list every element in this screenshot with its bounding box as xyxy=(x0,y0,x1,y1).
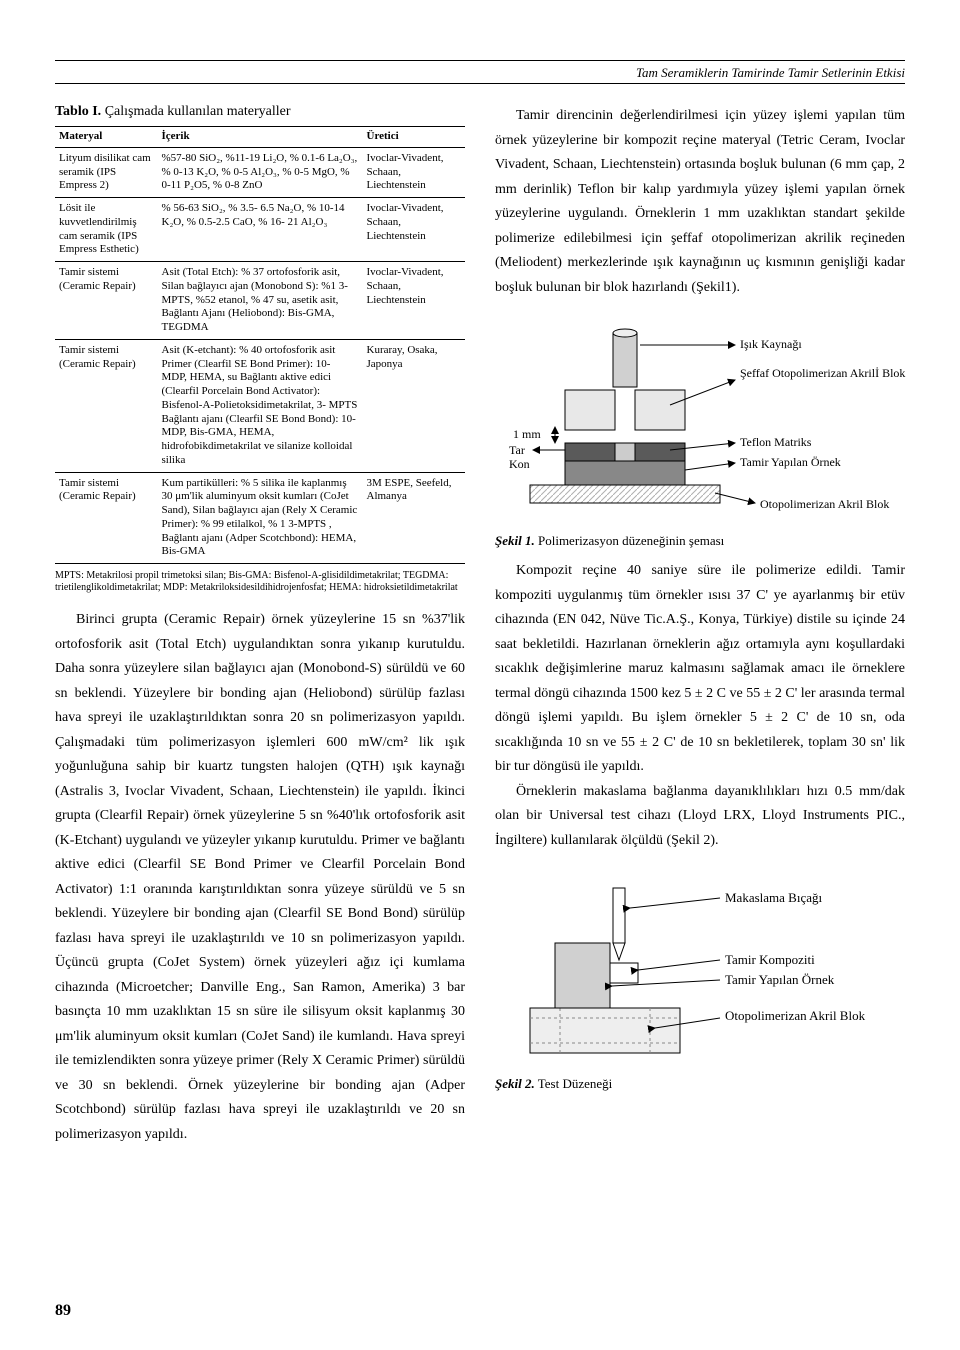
right-column: Tamir direncinin değerlendirilmesi için … xyxy=(495,104,905,1147)
running-title: Tam Seramiklerin Tamirinde Tamir Setleri… xyxy=(55,65,905,81)
materials-table: Materyal İçerik Üretici Lityum disilikat… xyxy=(55,126,465,564)
table-row: Lityum disilikat cam seramik (IPS Empres… xyxy=(55,147,465,197)
fig2-caption-text: Test Düzeneği xyxy=(535,1076,613,1091)
table-cell: Asit (K-etchant): % 40 ortofosforik asit… xyxy=(158,339,363,472)
table-caption: Tablo I. Çalışmada kullanılan materyalle… xyxy=(55,104,465,120)
fig1-label-teflon: Teflon Matriks xyxy=(740,435,811,450)
right-paragraph-2: Kompozit reçine 40 saniye süre ile polim… xyxy=(495,559,905,780)
table-cell: 3M ESPE, Seefeld, Almanya xyxy=(363,472,466,564)
fig2-label-kompozit: Tamir Kompoziti xyxy=(725,952,815,968)
table-cell: Tamir sistemi (Ceramic Repair) xyxy=(55,472,158,564)
fig2-label-ornek: Tamir Yapılan Örnek xyxy=(725,972,834,988)
table-cell: %57-80 SiO₂, %11-19 Li₂O, % 0.1-6 La₂O₃,… xyxy=(158,147,363,197)
fig1-label-isik: Işık Kaynağı xyxy=(740,337,802,352)
left-body-text: Birinci grupta (Ceramic Repair) örnek yü… xyxy=(55,608,465,1147)
left-paragraph: Birinci grupta (Ceramic Repair) örnek yü… xyxy=(55,608,465,1147)
fig1-label-1mm: 1 mm xyxy=(513,427,541,442)
table-cell: Asit (Total Etch): % 37 ortofosforik asi… xyxy=(158,262,363,340)
table-caption-text: Çalışmada kullanılan materyaller xyxy=(101,104,290,119)
right-paragraph-1: Tamir direncinin değerlendirilmesi için … xyxy=(495,104,905,300)
fig1-label-kon: Kon xyxy=(509,457,530,472)
table-cell: Tamir sistemi (Ceramic Repair) xyxy=(55,339,158,472)
table-cell: Lösit ile kuvvetlendirilmiş cam seramik … xyxy=(55,198,158,262)
table-cell: Kum partikülleri: % 5 silika ile kaplanm… xyxy=(158,472,363,564)
header-rule-top xyxy=(55,60,905,61)
fig1-label-seffaf: Şeffaf Otopolimerizan Akrilİ Blok xyxy=(740,367,905,380)
fig1-caption-label: Şekil 1. xyxy=(495,533,535,548)
table-row: Lösit ile kuvvetlendirilmiş cam seramik … xyxy=(55,198,465,262)
col-header-producer: Üretici xyxy=(363,127,466,148)
fig1-label-akril: Otopolimerizan Akril Blok xyxy=(760,497,889,512)
col-header-material: Materyal xyxy=(55,127,158,148)
table-cell: Ivoclar-Vivadent, Schaan, Liechtenstein xyxy=(363,262,466,340)
table-cell: Tamir sistemi (Ceramic Repair) xyxy=(55,262,158,340)
table-cell: Ivoclar-Vivadent, Schaan, Liechtenstein xyxy=(363,147,466,197)
right-body-1: Tamir direncinin değerlendirilmesi için … xyxy=(495,104,905,300)
table-cell: Lityum disilikat cam seramik (IPS Empres… xyxy=(55,147,158,197)
table-row: Tamir sistemi (Ceramic Repair)Asit (Tota… xyxy=(55,262,465,340)
header-rule-bottom xyxy=(55,83,905,84)
figure-2-caption: Şekil 2. Test Düzeneği xyxy=(495,1076,905,1092)
page-number: 89 xyxy=(55,1302,71,1320)
table-cell: % 56-63 SiO₂, % 3.5- 6.5 Na₂O, % 10-14 K… xyxy=(158,198,363,262)
left-column: Tablo I. Çalışmada kullanılan materyalle… xyxy=(55,104,465,1147)
right-body-2: Kompozit reçine 40 saniye süre ile polim… xyxy=(495,559,905,853)
table-cell: Ivoclar-Vivadent, Schaan, Liechtenstein xyxy=(363,198,466,262)
fig2-caption-label: Şekil 2. xyxy=(495,1076,535,1091)
two-column-layout: Tablo I. Çalışmada kullanılan materyalle… xyxy=(55,104,905,1147)
fig2-label-akril: Otopolimerizan Akril Blok xyxy=(725,1008,865,1024)
right-paragraph-3: Örneklerin makaslama bağlanma dayanıklıl… xyxy=(495,780,905,854)
fig2-label-bicak: Makaslama Bıçağı xyxy=(725,890,822,906)
figure-1-caption: Şekil 1. Polimerizasyon düzeneğinin şema… xyxy=(495,533,905,549)
fig1-label-tar: Tar xyxy=(509,443,525,458)
table-footnote: MPTS: Metakrilosi propil trimetoksi sila… xyxy=(55,570,465,594)
fig1-caption-text: Polimerizasyon düzeneğinin şeması xyxy=(535,533,725,548)
figure-1: Işık Kaynağı Şeffaf Otopolimerizan Akril… xyxy=(505,315,895,525)
figure-2: Makaslama Bıçağı Tamir Kompoziti Tamir Y… xyxy=(505,868,895,1068)
table-row: Tamir sistemi (Ceramic Repair)Kum partik… xyxy=(55,472,465,564)
fig1-label-ornek: Tamir Yapılan Örnek xyxy=(740,455,841,470)
table-row: Tamir sistemi (Ceramic Repair)Asit (K-et… xyxy=(55,339,465,472)
col-header-content: İçerik xyxy=(158,127,363,148)
table-caption-label: Tablo I. xyxy=(55,104,101,119)
table-cell: Kuraray, Osaka, Japonya xyxy=(363,339,466,472)
